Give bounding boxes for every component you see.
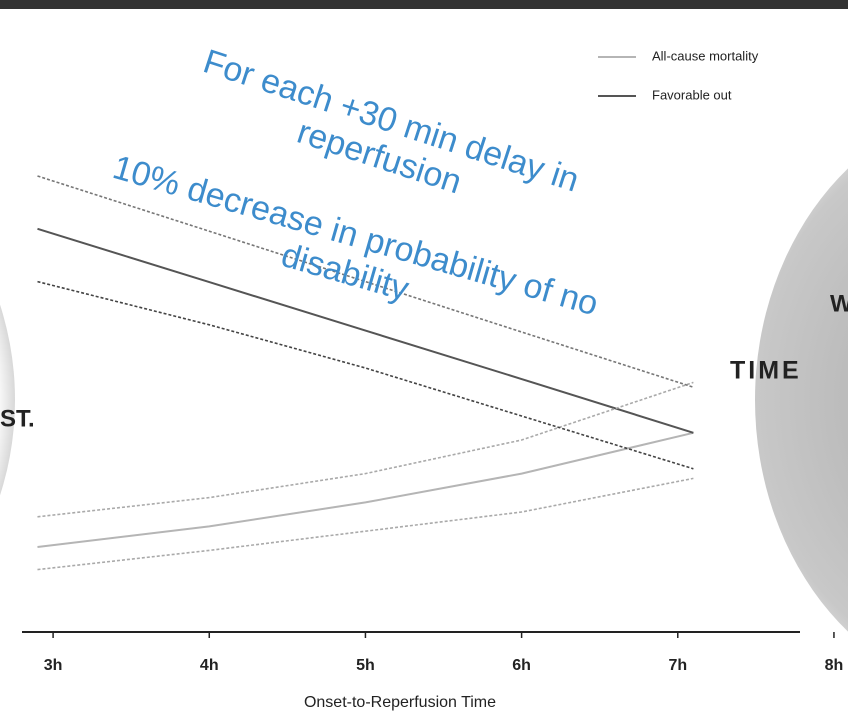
legend-label: All-cause mortality <box>652 48 759 63</box>
slide-text: ST. <box>0 405 35 432</box>
top-bar <box>0 0 848 9</box>
ci-line <box>37 477 694 571</box>
left-circle <box>0 304 15 496</box>
x-tick-label: 8h <box>825 657 844 674</box>
series-line <box>37 227 694 434</box>
ci-line <box>37 381 694 518</box>
slide-text: W <box>830 290 848 317</box>
ci-line <box>37 175 694 388</box>
x-tick-label: 7h <box>668 657 687 674</box>
slide-text: TIME <box>730 357 802 385</box>
chart: 3h 4h 5h 6h 7h 8h All-cause mortality Favorable… <box>22 48 843 674</box>
x-axis-label: Onset-to-Reperfusion Time <box>304 694 496 711</box>
x-tick-label: 6h <box>512 657 531 674</box>
x-tick-label: 4h <box>200 657 219 674</box>
series-line <box>37 431 694 549</box>
brain-image <box>755 168 848 632</box>
x-tick-label: 3h <box>44 657 63 674</box>
ci-line <box>37 280 694 470</box>
x-tick-label: 5h <box>356 657 375 674</box>
legend-label: Favorable out <box>652 87 732 102</box>
